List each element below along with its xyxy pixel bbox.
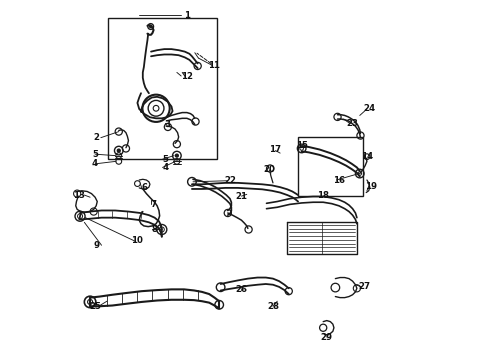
Text: 10: 10 [131, 237, 144, 246]
Text: 1: 1 [184, 10, 190, 19]
Text: 22: 22 [224, 176, 236, 185]
Text: 18: 18 [317, 190, 329, 199]
Text: 23: 23 [346, 119, 359, 128]
Text: 24: 24 [364, 104, 376, 113]
Text: 9: 9 [93, 241, 99, 250]
Text: 6: 6 [142, 183, 147, 192]
Text: 8: 8 [151, 225, 158, 234]
Circle shape [117, 149, 120, 152]
Text: 25: 25 [89, 302, 101, 311]
Text: 12: 12 [181, 72, 193, 81]
Text: 3: 3 [165, 120, 171, 129]
Text: 13: 13 [74, 190, 85, 199]
Text: 4: 4 [92, 159, 98, 168]
Text: 21: 21 [235, 192, 247, 201]
Text: 29: 29 [321, 333, 333, 342]
Text: 16: 16 [333, 176, 345, 185]
Text: 5: 5 [92, 150, 98, 159]
Circle shape [149, 26, 152, 28]
Text: 14: 14 [361, 152, 373, 161]
Text: 28: 28 [267, 302, 279, 311]
Bar [298, 137, 364, 196]
Text: 20: 20 [264, 166, 275, 175]
Text: 11: 11 [209, 61, 221, 70]
Text: 27: 27 [358, 282, 370, 291]
Text: 4: 4 [162, 163, 169, 172]
Text: 2: 2 [93, 133, 99, 142]
Text: 26: 26 [235, 285, 247, 294]
Text: 19: 19 [365, 182, 377, 191]
Text: 5: 5 [163, 155, 169, 164]
Text: 15: 15 [296, 141, 308, 150]
Bar [108, 18, 217, 159]
Circle shape [175, 154, 178, 157]
Text: 17: 17 [270, 145, 282, 154]
Text: 7: 7 [150, 200, 157, 209]
